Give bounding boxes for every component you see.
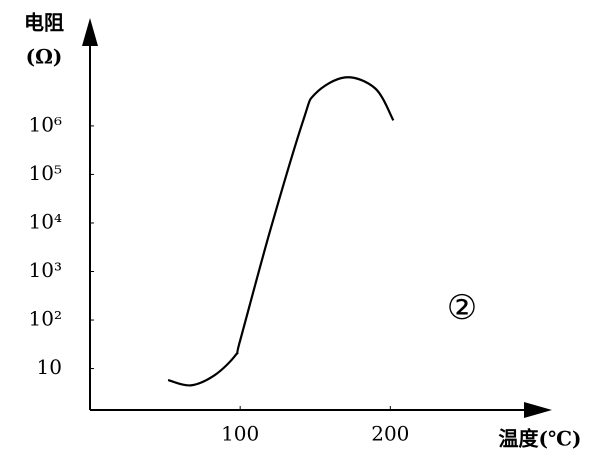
x-tick-label: 100 — [221, 422, 259, 446]
y-axis-unit: (Ω) — [26, 45, 63, 69]
y-tick-label: 10⁶ — [29, 112, 62, 136]
y-tick-label: 10 — [37, 355, 62, 379]
y-tick-label: 10² — [29, 307, 62, 331]
curve — [167, 76, 395, 387]
y-tick-label: 10⁴ — [29, 209, 62, 233]
y-axis-title: 电阻 — [24, 11, 64, 35]
annotation: ② — [447, 288, 477, 328]
y-tick-label: 10⁵ — [29, 161, 62, 185]
x-tick-label: 200 — [371, 422, 409, 446]
x-axis-title: 温度(℃) — [499, 427, 582, 451]
y-tick-label: 10³ — [29, 258, 62, 282]
